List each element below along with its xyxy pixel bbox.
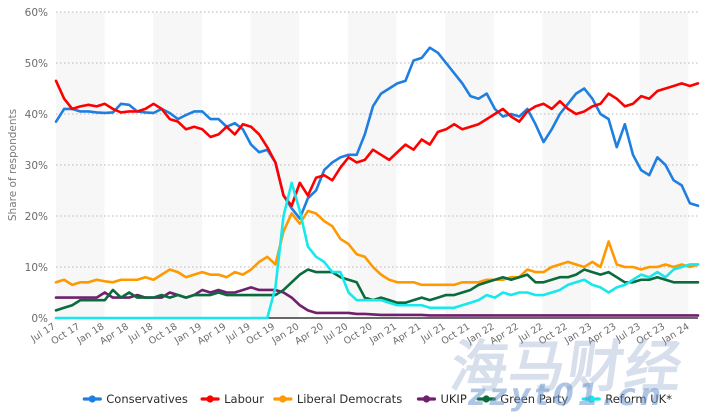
x-axis-tick-label: Jan 24 — [660, 321, 692, 347]
legend-label: Conservatives — [106, 392, 188, 406]
x-axis-tick-label: Oct 17 — [49, 321, 82, 347]
y-axis-tick-label: 40% — [25, 109, 48, 121]
x-axis-tick-label: Oct 23 — [635, 321, 668, 347]
y-axis-tick-label: 20% — [25, 211, 48, 223]
x-axis-tick-label: Apr 20 — [293, 321, 326, 347]
legend-marker-dot — [422, 395, 431, 403]
legend-marker-dot — [88, 395, 96, 403]
x-axis-tick-label: Apr 22 — [488, 321, 521, 347]
legend-item-green-party[interactable]: Green Party — [476, 392, 568, 406]
y-axis-tick-label: 60% — [25, 7, 48, 19]
legend-label: Liberal Democrats — [297, 392, 402, 406]
legend-item-ukip[interactable]: UKIP — [416, 392, 467, 406]
x-axis-tick-label: Oct 21 — [439, 321, 472, 347]
data-series-lines — [54, 46, 700, 320]
x-axis-tick-label: Oct 19 — [244, 321, 277, 347]
y-axis-tick-label: 30% — [25, 160, 48, 172]
legend-label: UKIP — [440, 392, 466, 406]
x-axis-tick-label: Apr 19 — [196, 321, 229, 347]
y-axis-tick-label: 10% — [25, 262, 48, 274]
y-axis-title: Share of respondents — [7, 109, 19, 221]
legend-marker-dot — [587, 395, 595, 403]
series-line-liberal-democrats — [54, 209, 700, 287]
legend-item-reform-uk[interactable]: Reform UK* — [581, 392, 672, 406]
chart-legend: Conservatives Labour Liberal Democrats UKIP… — [82, 392, 672, 406]
y-axis-tick-label: 0% — [31, 313, 48, 325]
legend-label: Green Party — [500, 392, 568, 406]
legend-label: Labour — [224, 392, 264, 406]
x-axis-tick-label: Oct 22 — [537, 321, 570, 347]
series-line-labour — [54, 79, 700, 208]
x-axis-tick-label: Apr 18 — [98, 321, 131, 347]
x-axis-tick-label: Oct 18 — [147, 321, 180, 347]
x-axis-tick-label: Apr 21 — [391, 321, 424, 347]
legend-marker-dot — [279, 395, 287, 403]
series-line-reform-uk — [54, 181, 700, 320]
x-axis-tick-label: Apr 23 — [586, 321, 619, 347]
legend-item-liberal-democrats[interactable]: Liberal Democrats — [273, 392, 402, 406]
x-axis-tick-label: Oct 20 — [342, 321, 375, 347]
gridlines — [56, 11, 698, 268]
y-axis-tick-label: 50% — [25, 58, 48, 70]
legend-marker-dot — [206, 395, 214, 403]
legend-label: Reform UK* — [605, 392, 672, 406]
legend-item-conservatives[interactable]: Conservatives — [82, 392, 188, 406]
y-axis-tick-labels: 0% 10% 20% 30% 40% 50% 60% — [25, 7, 48, 325]
legend-item-labour[interactable]: Labour — [200, 392, 264, 406]
background-band — [542, 12, 591, 318]
legend-marker-dot — [482, 395, 490, 403]
